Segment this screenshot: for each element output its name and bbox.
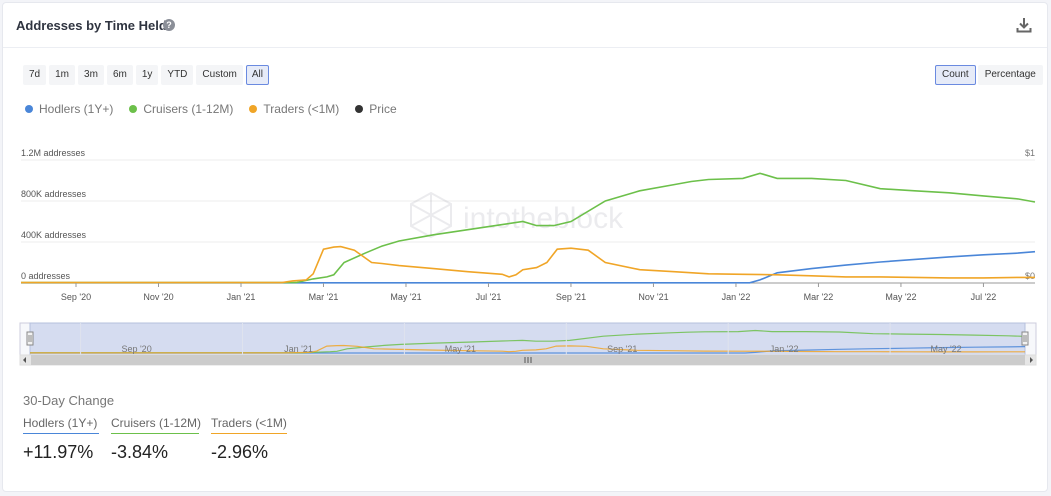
- x-tick-label: Nov '21: [638, 292, 668, 302]
- legend-label: Traders (<1M): [263, 102, 340, 116]
- x-tick-label: Jul '22: [971, 292, 997, 302]
- navigator-tick-label: Sep '20: [121, 344, 151, 354]
- mode-selector: Count Percentage: [935, 65, 1043, 85]
- change-value: -2.96%: [211, 442, 269, 462]
- change-name: Traders (<1M): [211, 416, 287, 434]
- range-button-custom[interactable]: Custom: [196, 65, 243, 85]
- x-tick-label: Sep '20: [61, 292, 91, 302]
- x-tick-label: Mar '21: [309, 292, 339, 302]
- page-title: Addresses by Time Held: [16, 18, 167, 33]
- range-button-6m[interactable]: 6m: [106, 65, 133, 85]
- x-tick-label: May '22: [885, 292, 916, 302]
- card-header: Addresses by Time Held ?: [3, 3, 1047, 48]
- navigator-tick-label: May '21: [445, 344, 476, 354]
- range-button-3m[interactable]: 3m: [78, 65, 104, 85]
- y-tick-label: 0 addresses: [21, 271, 71, 281]
- scroll-right-icon[interactable]: [1030, 357, 1033, 363]
- range-button-1m[interactable]: 1m: [49, 65, 76, 85]
- x-tick-label: Jan '21: [227, 292, 256, 302]
- change-row: Hodlers (1Y+) +11.97% Cruisers (1-12M) -3.8…: [23, 416, 287, 463]
- legend-dot: [249, 105, 258, 113]
- y-tick-label: 1.2M addresses: [21, 148, 86, 158]
- legend-dot: [129, 105, 138, 113]
- x-tick-label: May '21: [390, 292, 421, 302]
- watermark-text: intotheblock: [463, 202, 624, 235]
- navigator-tick-label: Jan '22: [770, 344, 799, 354]
- right-tick-label: $1: [1025, 148, 1035, 158]
- legend-label: Cruisers (1-12M): [143, 102, 234, 116]
- legend-item-price[interactable]: Price: [355, 102, 397, 116]
- x-tick-label: Sep '21: [556, 292, 586, 302]
- line-chart: 1.2M addresses 800K addresses 400K address…: [19, 148, 1037, 366]
- change-item-hodlers-1y: Hodlers (1Y+) +11.97%: [23, 416, 99, 463]
- change-item-traders-1m: Traders (<1M) -2.96%: [211, 416, 287, 463]
- change-value: +11.97%: [23, 442, 94, 462]
- legend-dot: [25, 105, 33, 113]
- y-tick-label: 400K addresses: [21, 230, 87, 240]
- legend-label: Hodlers (1Y+): [39, 102, 114, 116]
- watermark: intotheblock: [410, 191, 624, 239]
- chart-legend: Hodlers (1Y+) Cruisers (1-12M) Traders (<1…: [25, 102, 397, 116]
- mode-button-count[interactable]: Count: [935, 65, 976, 85]
- series-line-cruisers-1-12m[interactable]: [21, 172, 1036, 284]
- change-title: 30-Day Change: [23, 393, 115, 408]
- legend-label: Price: [369, 102, 397, 116]
- scroll-left-icon[interactable]: [23, 357, 26, 363]
- legend-item-hodlers-1y[interactable]: Hodlers (1Y+): [25, 102, 113, 116]
- navigator-tick-label: Sep '21: [607, 344, 637, 354]
- x-tick-label: Mar '22: [804, 292, 834, 302]
- range-button-all[interactable]: All: [245, 65, 269, 85]
- navigator-tick-label: Jan '21: [284, 344, 313, 354]
- series-line-hodlers-1y[interactable]: [21, 250, 1036, 284]
- x-tick-label: Nov '20: [143, 292, 173, 302]
- mode-button-percentage[interactable]: Percentage: [977, 65, 1043, 85]
- legend-dot: [355, 105, 364, 113]
- navigator-line-hodlers-1y: [30, 346, 1026, 354]
- x-tick-label: Jan '22: [722, 292, 751, 302]
- range-button-7d[interactable]: 7d: [23, 65, 47, 85]
- right-tick-label: $0: [1025, 271, 1035, 281]
- series-line-traders-1m[interactable]: [21, 245, 1035, 284]
- time-range-selector: 7d 1m 3m 6m 1y YTD Custom All: [23, 65, 269, 85]
- change-name: Cruisers (1-12M): [111, 416, 201, 434]
- x-tick-label: Jul '21: [476, 292, 502, 302]
- navigator-line-traders-1m: [30, 344, 1025, 354]
- navigator-tick-label: May '22: [930, 344, 961, 354]
- download-icon[interactable]: [1016, 17, 1032, 33]
- watermark-logo-icon: [410, 191, 452, 239]
- change-value: -3.84%: [111, 442, 169, 462]
- y-tick-label: 800K addresses: [21, 189, 87, 199]
- navigator-right-handle[interactable]: [1021, 331, 1029, 346]
- change-item-cruisers-1-12m: Cruisers (1-12M) -3.84%: [111, 416, 201, 463]
- navigator-line-cruisers-1-12m: [30, 329, 1026, 354]
- legend-item-traders-1m[interactable]: Traders (<1M): [249, 102, 339, 116]
- legend-item-cruisers-1-12m[interactable]: Cruisers (1-12M): [129, 102, 233, 116]
- navigator-left-handle[interactable]: [26, 331, 34, 346]
- range-button-1y[interactable]: 1y: [135, 65, 159, 85]
- change-name: Hodlers (1Y+): [23, 416, 99, 434]
- help-icon[interactable]: ?: [163, 19, 175, 31]
- thirty-day-change: 30-Day Change Hodlers (1Y+) +11.97% Cruise…: [23, 393, 287, 463]
- range-button-ytd[interactable]: YTD: [161, 65, 194, 85]
